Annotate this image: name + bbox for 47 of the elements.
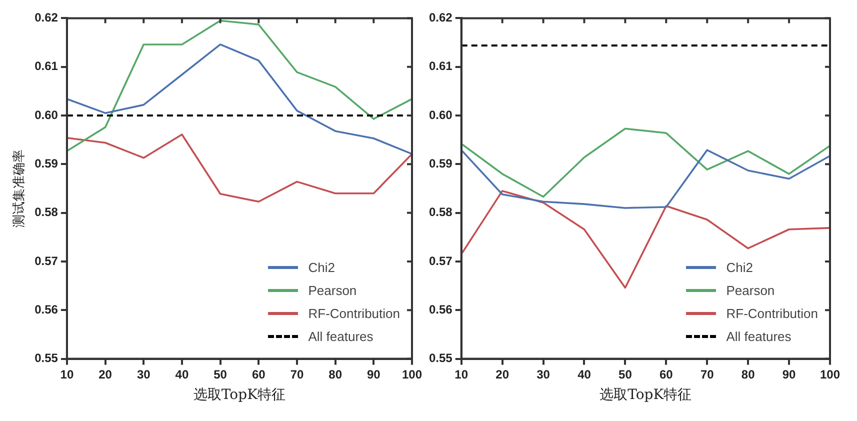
x-tick-label: 20: [496, 367, 510, 382]
x-tick-label: 70: [290, 367, 304, 382]
x-tick-label: 60: [252, 367, 266, 382]
y-tick-label: 0.57: [428, 254, 453, 268]
x-tick-label: 70: [700, 367, 714, 382]
legend-label: Pearson: [308, 282, 357, 300]
x-tick-label: 20: [98, 367, 112, 382]
y-tick-label: 0.57: [34, 254, 58, 268]
x-tick-label: 10: [60, 367, 74, 382]
x-tick-label: 30: [136, 367, 151, 382]
y-tick-label: 0.56: [34, 302, 58, 316]
x-tick-label: 90: [366, 367, 381, 382]
legend-label: Pearson: [726, 282, 775, 300]
legend-label: Chi2: [726, 259, 753, 277]
x-axis-title: 选取TopK特征: [193, 387, 286, 404]
y-tick-label: 0.58: [428, 205, 453, 220]
y-tick-label: 0.61: [428, 59, 453, 74]
x-tick-label: 50: [618, 367, 632, 382]
x-axis-title: 选取TopK特征: [600, 387, 692, 404]
y-axis-title: 测试集准确率: [11, 150, 28, 228]
legend-label: RF-Contribution: [308, 305, 400, 323]
x-tick-label: 40: [175, 367, 189, 382]
y-tick-label: 0.56: [428, 302, 453, 316]
legend-label: Chi2: [308, 259, 335, 277]
y-tick-label: 0.55: [428, 351, 453, 366]
y-tick-label: 0.61: [34, 59, 58, 74]
x-tick-label: 100: [402, 367, 422, 382]
y-tick-label: 0.60: [34, 108, 58, 122]
y-tick-label: 0.58: [34, 205, 58, 220]
y-tick-label: 0.59: [34, 156, 58, 170]
y-tick-label: 0.55: [34, 351, 58, 366]
x-tick-label: 50: [214, 367, 228, 382]
y-tick-label: 0.62: [428, 10, 453, 25]
x-tick-label: 30: [536, 367, 550, 382]
x-tick-label: 80: [328, 367, 342, 382]
legend-label: RF-Contribution: [726, 305, 818, 323]
y-tick-label: 0.60: [428, 108, 453, 122]
x-tick-label: 90: [782, 367, 796, 382]
x-tick-label: 80: [741, 367, 756, 382]
legend-label: All features: [308, 328, 374, 346]
x-tick-label: 100: [820, 367, 840, 382]
x-tick-label: 10: [454, 367, 468, 382]
y-tick-label: 0.59: [428, 156, 453, 170]
x-tick-label: 60: [659, 367, 674, 382]
y-tick-label: 0.62: [34, 10, 58, 25]
legend-label: All features: [726, 328, 792, 346]
x-tick-label: 40: [578, 367, 592, 382]
